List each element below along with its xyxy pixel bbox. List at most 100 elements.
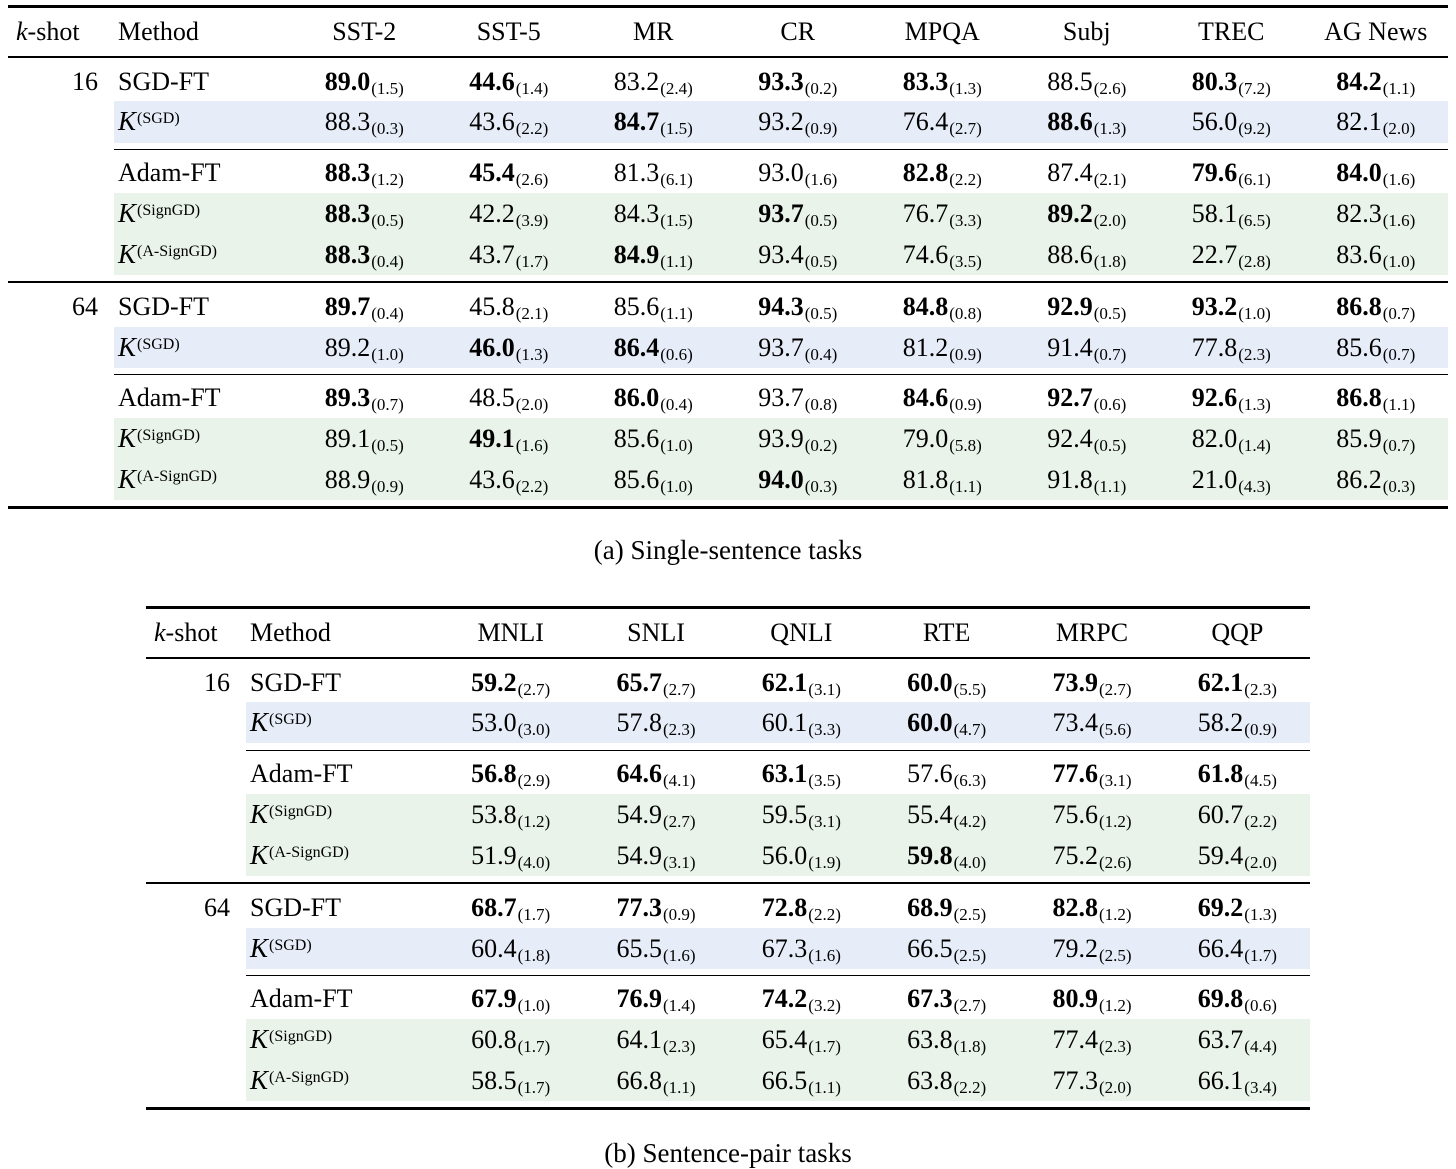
score-std: (1.0) <box>660 436 693 456</box>
score-value: 88.6 <box>1047 107 1093 137</box>
score-value: 62.1 <box>1197 667 1244 697</box>
score-value: 85.9 <box>1336 424 1382 454</box>
table-row: Adam-FT 67.9(1.0) 76.9(1.4) 74.2(3.2) 67.3(2… <box>146 975 1310 1020</box>
score-value: 85.6 <box>1336 332 1382 362</box>
kernel-superscript: (SGD) <box>137 110 180 128</box>
score-value: 76.9 <box>616 984 662 1014</box>
score-std: (0.6) <box>1244 996 1277 1016</box>
score-value: 89.0 <box>324 66 371 96</box>
score-value: 88.3 <box>324 239 371 269</box>
value-cell: 94.3(0.5) <box>725 281 870 327</box>
score-value: 57.6 <box>907 758 953 788</box>
score-value: 82.8 <box>1052 892 1098 922</box>
method-cell: K(A-SignGD) <box>246 1060 438 1102</box>
table-row: K(A-SignGD) 51.9(4.0) 54.9(3.1) 56.0(1.9) 59… <box>146 834 1310 876</box>
value-cell: 85.6(0.7) <box>1303 326 1448 368</box>
score-value: 86.8 <box>1336 383 1382 413</box>
value-cell: 61.8(4.5) <box>1164 749 1310 794</box>
value-cell: 89.7(0.4) <box>292 281 437 327</box>
value-cell: 84.0(1.6) <box>1303 149 1448 193</box>
value-cell: 85.6(1.0) <box>581 418 726 460</box>
value-cell: 72.8(2.2) <box>728 881 874 928</box>
score-value: 72.8 <box>761 892 808 922</box>
table-row: 64 SGD-FT 89.7(0.4) 45.8(2.1) 85.6(1.1) 94.3(… <box>8 281 1448 327</box>
score-value: 45.8 <box>469 292 515 322</box>
value-cell: 73.9(2.7) <box>1019 658 1164 703</box>
value-cell: 89.2(1.0) <box>292 326 437 368</box>
score-std: (3.1) <box>808 679 841 699</box>
value-cell: 59.5(3.1) <box>728 793 874 835</box>
score-value: 94.0 <box>758 465 804 495</box>
column-header-sst-5: SST-5 <box>436 6 581 58</box>
value-cell: 76.9(1.4) <box>583 975 729 1020</box>
kernel-symbol: K <box>118 238 137 269</box>
score-std: (0.8) <box>804 395 838 415</box>
value-cell: 82.3(1.6) <box>1303 192 1448 234</box>
value-cell: 77.3(0.9) <box>583 881 729 928</box>
value-cell: 55.4(4.2) <box>873 793 1020 835</box>
score-std: (0.5) <box>371 210 404 230</box>
score-value: 56.0 <box>1191 107 1238 137</box>
method-cell: SGD-FT <box>114 281 292 327</box>
method-cell: K(SignGD) <box>246 1019 438 1061</box>
score-value: 85.6 <box>613 424 660 454</box>
score-std: (1.2) <box>517 811 551 831</box>
value-cell: 60.0(4.7) <box>873 702 1020 744</box>
score-std: (1.7) <box>808 1037 841 1057</box>
table-row: K(SGD) 53.0(3.0) 57.8(2.3) 60.1(3.3) 60.0(4.… <box>146 702 1310 744</box>
value-cell: 89.3(0.7) <box>292 374 437 419</box>
score-value: 84.9 <box>613 239 660 269</box>
score-value: 66.1 <box>1197 1066 1244 1096</box>
score-value: 88.6 <box>1047 239 1093 269</box>
value-cell: 82.0(1.4) <box>1159 418 1304 460</box>
value-cell: 93.7(0.5) <box>725 192 870 234</box>
score-std: (1.7) <box>517 1037 551 1057</box>
score-std: (9.2) <box>1238 119 1271 139</box>
score-value: 67.3 <box>907 984 953 1014</box>
score-value: 82.0 <box>1191 424 1238 454</box>
caption-single-sentence: (a) Single-sentence tasks <box>593 534 863 565</box>
score-value: 57.8 <box>616 708 662 738</box>
value-cell: 79.2(2.5) <box>1019 927 1165 969</box>
kshot-cell <box>8 418 114 459</box>
score-value: 89.1 <box>324 424 371 454</box>
score-std: (1.6) <box>1382 210 1416 230</box>
value-cell: 63.8(1.8) <box>873 1019 1020 1061</box>
value-cell: 82.1(2.0) <box>1303 101 1448 143</box>
value-cell: 65.5(1.6) <box>583 927 729 969</box>
score-value: 93.7 <box>758 332 804 362</box>
value-cell: 82.8(1.2) <box>1019 881 1165 928</box>
score-value: 84.2 <box>1336 66 1382 96</box>
score-std: (2.3) <box>1098 1037 1132 1057</box>
score-std: (0.7) <box>1382 304 1416 324</box>
value-cell: 74.2(3.2) <box>728 975 874 1020</box>
score-value: 51.9 <box>471 840 517 870</box>
score-std: (1.6) <box>804 170 838 190</box>
score-std: (2.3) <box>662 1037 696 1057</box>
score-value: 58.5 <box>471 1066 517 1096</box>
value-cell: 69.2(1.3) <box>1164 881 1310 928</box>
score-std: (1.1) <box>660 304 693 324</box>
column-header-mnli: MNLI <box>438 607 584 659</box>
score-value: 48.5 <box>469 383 515 413</box>
score-std: (1.3) <box>1238 395 1271 415</box>
value-cell: 54.9(2.7) <box>583 793 729 835</box>
score-value: 79.6 <box>1191 158 1238 188</box>
value-cell: 94.0(0.3) <box>725 459 870 501</box>
value-cell: 93.3(0.2) <box>726 57 871 102</box>
method-cell: Adam-FT <box>246 749 438 794</box>
column-header-mr: MR <box>581 6 726 58</box>
value-cell: 93.9(0.2) <box>725 418 870 460</box>
score-std: (0.4) <box>371 304 404 324</box>
value-cell: 43.6(2.2) <box>436 459 581 501</box>
score-value: 73.9 <box>1052 667 1098 697</box>
row-spacer <box>146 1101 1310 1108</box>
value-cell: 93.2(0.9) <box>725 101 870 143</box>
method-cell: K(SignGD) <box>114 192 292 234</box>
score-value: 84.7 <box>613 107 660 137</box>
score-value: 66.4 <box>1197 933 1244 963</box>
value-cell: 81.8(1.1) <box>870 459 1015 501</box>
score-std: (1.8) <box>953 1037 987 1057</box>
kernel-superscript: (SignGD) <box>137 427 201 445</box>
score-value: 77.3 <box>1052 1066 1098 1096</box>
